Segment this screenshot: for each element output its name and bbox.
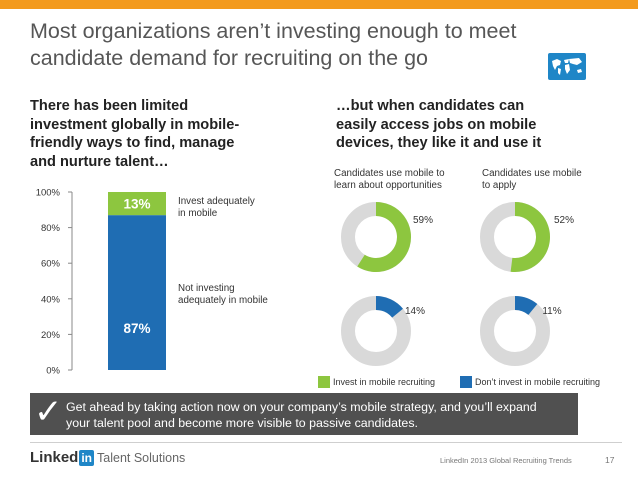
y-tick-label: 60% xyxy=(41,259,61,270)
bar-annotation-invest: Invest adequately in mobile xyxy=(178,196,255,220)
page-title-line-2: candidate demand for recruiting on the g… xyxy=(30,46,429,70)
bar-annotation-invest-line-1: Invest adequately xyxy=(178,196,255,207)
banner-text: Get ahead by taking action now on your c… xyxy=(66,400,537,431)
legend-label-invest: Invest in mobile recruiting xyxy=(333,377,436,387)
y-tick-label: 20% xyxy=(41,330,61,341)
stacked-bar-chart: 0% 20% 40% 60% 80% 100% 87% 13% xyxy=(36,188,166,377)
banner-text-line-2: your talent pool and become more visible… xyxy=(66,415,418,430)
right-heading: …but when candidates can easily access j… xyxy=(336,97,636,153)
donut-learn-not-invest-label: 14% xyxy=(405,306,425,317)
call-to-action-banner xyxy=(30,393,578,435)
bar-label-not-invest: 87% xyxy=(123,321,150,336)
left-heading-line-1: There has been limited xyxy=(30,98,189,114)
legend-item-invest: Invest in mobile recruiting xyxy=(318,376,435,388)
y-tick-label: 40% xyxy=(41,294,61,305)
donut-apply-not-invest-remainder xyxy=(480,296,550,366)
bar-segment-invest xyxy=(108,192,166,216)
left-heading-line-3: friendly ways to find, manage xyxy=(30,135,235,152)
page-title-line-1: Most organizations aren’t investing enou… xyxy=(30,19,517,43)
donut-learn-not-invest-slice xyxy=(375,296,403,318)
donut-learn-invest-label: 59% xyxy=(413,215,433,226)
donut-charts: 59% 52% 14% 11% xyxy=(341,202,574,366)
donut-label-learn-line-1: Candidates use mobile to xyxy=(334,168,445,179)
donut-apply-not-invest-label: 11% xyxy=(542,306,561,317)
legend-swatch-not-invest xyxy=(460,376,472,388)
left-heading: There has been limited investment global… xyxy=(30,97,280,171)
bar-segment-not-invest xyxy=(108,215,166,370)
world-map-icon xyxy=(548,53,586,80)
bar-annotation-not-invest-line-2: adequately in mobile xyxy=(178,295,268,306)
donut-label-learn-line-2: learn about opportunities xyxy=(334,180,442,191)
bar-annotation-not-invest: Not investing adequately in mobile xyxy=(178,283,268,307)
right-heading-line-2: easily access jobs on mobile xyxy=(336,116,537,133)
donut-label-learn: Candidates use mobile to learn about opp… xyxy=(334,168,445,192)
bar-annotation-invest-line-2: in mobile xyxy=(178,208,218,219)
logo-product-text: Talent Solutions xyxy=(97,450,186,465)
banner-text-line-1: Get ahead by taking action now on your c… xyxy=(66,400,537,414)
footer-divider xyxy=(30,442,622,443)
page-number: 17 xyxy=(605,455,615,465)
linkedin-logo: Linked in Talent Solutions xyxy=(30,449,185,466)
logo-in-badge: in xyxy=(79,449,95,466)
donut-label-apply: Candidates use mobile to apply xyxy=(482,168,582,192)
page-title: Most organizations aren’t investing enou… xyxy=(30,18,570,72)
donut-label-apply-line-1: Candidates use mobile xyxy=(482,168,582,179)
legend-swatch-invest xyxy=(318,376,330,388)
donut-apply-not-invest-slice xyxy=(514,296,538,316)
legend-item-not-invest: Don’t invest in mobile recruiting xyxy=(460,376,600,388)
right-heading-line-1: …but when candidates can xyxy=(336,98,525,114)
bar-label-invest: 13% xyxy=(123,197,150,212)
donut-apply-invest-slice xyxy=(510,202,550,272)
left-heading-line-2: investment globally in mobile- xyxy=(30,116,240,133)
logo-linked-text: Linked xyxy=(30,449,79,466)
y-tick-label: 0% xyxy=(46,366,60,377)
left-heading-line-4: and nurture talent… xyxy=(30,153,169,170)
y-tick-label: 80% xyxy=(41,223,61,234)
y-tick-label: 100% xyxy=(36,188,61,199)
checkmark-icon: ✓ xyxy=(34,392,63,432)
legend-label-not-invest: Don’t invest in mobile recruiting xyxy=(475,377,601,387)
bar-annotation-not-invest-line-1: Not investing xyxy=(178,283,235,294)
right-heading-line-3: devices, they like it and use it xyxy=(336,135,542,152)
source-note: LinkedIn 2013 Global Recruiting Trends xyxy=(440,456,572,465)
donut-label-apply-line-2: to apply xyxy=(482,180,517,191)
donut-apply-invest-label: 52% xyxy=(554,215,574,226)
top-accent-bar xyxy=(0,0,638,9)
donut-learn-invest-slice xyxy=(357,202,411,272)
